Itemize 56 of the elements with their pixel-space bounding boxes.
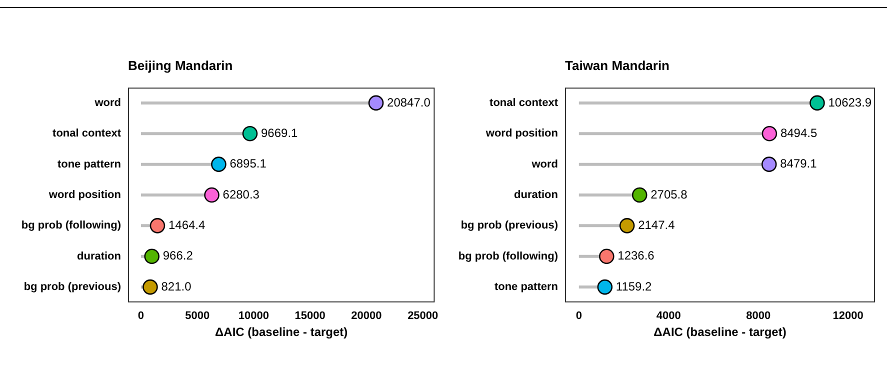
y-tick-label: word position: [48, 189, 122, 202]
x-tick-label: 25000: [408, 310, 438, 322]
data-label: 10623.9: [828, 95, 872, 110]
point: [597, 279, 613, 295]
x-tick-label: 15000: [294, 310, 326, 322]
point: [144, 248, 160, 264]
chart-title: Taiwan Mandarin: [565, 58, 670, 73]
y-tick-label: bg prob (following): [21, 220, 122, 232]
x-axis-title: ΔAIC (baseline - target): [654, 325, 786, 340]
point: [211, 156, 226, 172]
x-tick-label: 8000: [746, 310, 771, 322]
x-tick-label: 5000: [185, 310, 210, 322]
point: [761, 156, 777, 172]
data-label: 9669.1: [260, 126, 298, 140]
x-tick-label: 12000: [832, 310, 864, 322]
point: [150, 218, 166, 234]
data-label: 20847.0: [387, 95, 431, 110]
data-label: 1464.4: [168, 218, 206, 232]
point: [242, 126, 258, 142]
y-tick-label: tone pattern: [57, 158, 122, 170]
point: [762, 126, 778, 142]
y-tick-label: bg prob (following): [458, 250, 558, 262]
x-tick-label: 10000: [238, 310, 270, 322]
data-label: 821.0: [161, 279, 192, 294]
y-tick-label: tonal context: [490, 96, 558, 109]
y-tick-label: tone pattern: [494, 281, 558, 294]
point: [810, 95, 825, 111]
y-tick-label: word: [94, 96, 121, 109]
data-label: 6895.1: [230, 156, 267, 171]
data-label: 966.2: [162, 248, 194, 263]
point: [204, 187, 220, 203]
point: [632, 187, 648, 203]
chart-title: Beijing Mandarin: [128, 58, 233, 73]
data-label: 1159.2: [616, 279, 652, 294]
y-tick-label: duration: [514, 189, 558, 202]
x-tick-label: 20000: [351, 310, 382, 322]
point: [368, 95, 384, 111]
x-tick-label: 0: [138, 310, 144, 322]
x-tick-label: 4000: [656, 310, 681, 322]
data-label: 2705.8: [650, 187, 688, 202]
point: [619, 218, 635, 234]
data-label: 8494.5: [780, 126, 818, 140]
y-tick-label: tonal context: [52, 128, 122, 140]
data-label: 2147.4: [638, 218, 676, 232]
data-label: 8479.1: [780, 156, 818, 171]
y-tick-label: bg prob (previous): [460, 220, 558, 232]
y-tick-label: duration: [77, 250, 122, 262]
point: [142, 279, 158, 295]
data-label: 1236.6: [618, 248, 655, 263]
point: [598, 248, 614, 264]
x-tick-label: 0: [576, 310, 582, 322]
x-axis-title: ΔAIC (baseline - target): [215, 325, 348, 340]
y-tick-label: word: [530, 158, 558, 170]
y-tick-label: bg prob (previous): [24, 281, 122, 294]
y-tick-label: word position: [484, 128, 558, 140]
data-label: 6280.3: [222, 187, 260, 202]
